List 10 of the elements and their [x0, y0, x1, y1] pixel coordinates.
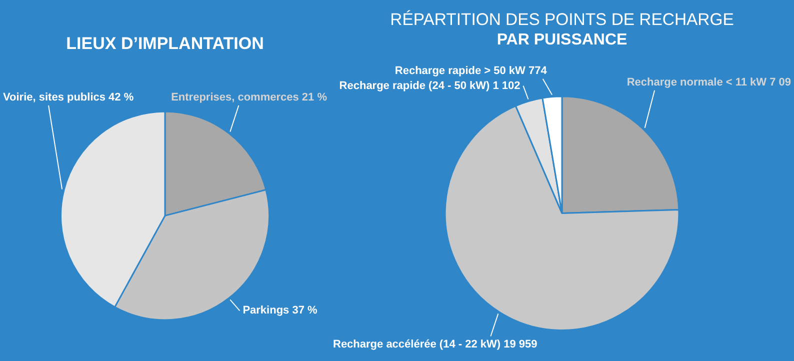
slice-label: Parkings 37 %: [242, 304, 318, 317]
slice-label: Entreprises, commerces 21 %: [171, 91, 328, 104]
slice-label: Recharge rapide (24 - 50 kW) 1 102: [339, 80, 520, 92]
chart-title: RÉPARTITION DES POINTS DE RECHARGE: [390, 10, 734, 29]
chart-title: LIEUX D’IMPLANTATION: [66, 34, 264, 53]
chart-subtitle: PAR PUISSANCE: [496, 31, 628, 48]
slice-label: Voirie, sites publics 42 %: [3, 91, 134, 104]
slice-label: Recharge accélérée (14 - 22 kW) 19 959: [333, 338, 538, 350]
slice-label: Recharge normale < 11 kW 7 09: [626, 76, 792, 88]
slice-label: Recharge rapide > 50 kW 774: [394, 64, 548, 77]
